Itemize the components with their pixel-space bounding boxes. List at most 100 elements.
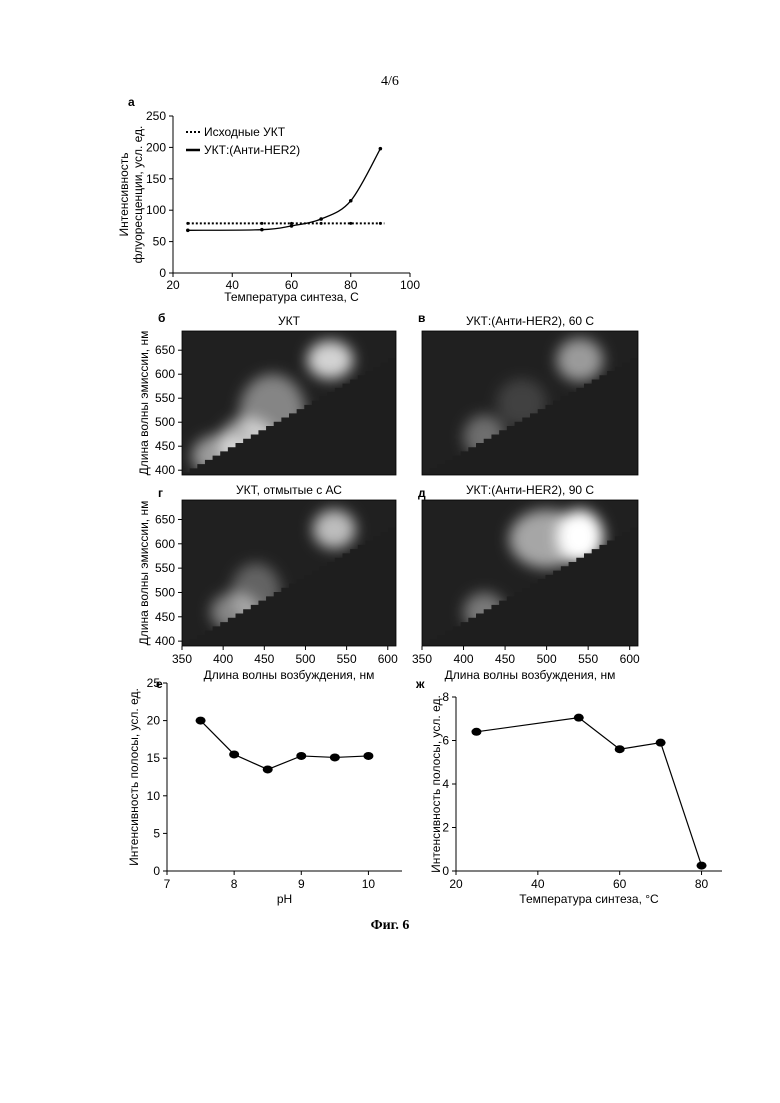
heatmap-peak: [557, 338, 604, 381]
y-axis-label: Длина волны эмиссии, нм: [137, 501, 151, 646]
x-tick-label: 350: [412, 652, 432, 666]
chart-panel-b: УКТ400450500550600650Длина волны эмиссии…: [137, 311, 396, 477]
x-tick-label: 9: [298, 877, 305, 891]
data-point: [319, 217, 323, 221]
heatmap-area: [422, 500, 638, 648]
data-point: [296, 752, 306, 760]
y-axis-label: Интенсивность полосы, усл. ед.: [127, 688, 141, 866]
x-tick-label: 40: [531, 877, 545, 891]
data-point: [471, 728, 481, 736]
y-axis-label: Длина волны эмиссии, нм: [137, 331, 151, 476]
x-tick-label: 350: [172, 652, 192, 666]
x-tick-label: 100: [400, 278, 420, 292]
chart-title: УКТ:(Анти-HER2), 90 С: [466, 483, 594, 497]
y-tick-label: 650: [155, 343, 175, 357]
y-axis-label: флуоресценции, усл. ед.: [131, 126, 145, 264]
y-tick-label: 500: [155, 585, 175, 599]
data-point: [697, 862, 707, 870]
x-tick-label: 400: [213, 652, 233, 666]
x-axis-label: Длина волны возбуждения, нм: [204, 668, 375, 682]
y-tick-label: 450: [155, 610, 175, 624]
data-point: [656, 739, 666, 747]
x-tick-label: 80: [695, 877, 709, 891]
y-tick-label: 100: [146, 203, 166, 217]
x-tick-label: 450: [254, 652, 274, 666]
chart-panel-e: 789100510152025еpHИнтенсивность полосы, …: [127, 676, 402, 906]
panel-label: б: [158, 311, 165, 325]
y-tick-label: 0: [153, 864, 160, 878]
y-tick-label: 15: [147, 751, 161, 765]
chart-panel-a: 20406080100050100150200250аТемпература с…: [117, 95, 420, 304]
data-point: [379, 222, 382, 225]
panel-label: д: [418, 486, 426, 500]
panel-label: г: [158, 486, 163, 500]
y-axis-label: Интенсивность: [117, 152, 131, 236]
heatmap-area: [422, 331, 638, 477]
heatmap-area: [182, 500, 396, 648]
panel-label: ж: [415, 677, 425, 691]
data-point: [229, 750, 239, 758]
y-tick-label: 400: [155, 463, 175, 477]
x-axis-label: Температура синтеза, С: [224, 290, 359, 304]
panel-label: в: [418, 311, 425, 325]
chart-title: УКТ: [278, 314, 301, 328]
x-tick-label: 600: [620, 652, 640, 666]
y-tick-label: 0: [159, 266, 166, 280]
chart-title: УКТ, отмытые с АС: [236, 483, 342, 497]
y-tick-label: 4: [442, 777, 449, 791]
data-point: [349, 222, 352, 225]
data-point: [615, 745, 625, 753]
y-tick-label: 6: [442, 734, 449, 748]
x-tick-label: 10: [362, 877, 376, 891]
y-tick-label: 2: [442, 821, 449, 835]
y-tick-label: 50: [153, 235, 167, 249]
data-point: [263, 765, 273, 773]
data-point: [363, 752, 373, 760]
x-tick-label: 8: [231, 877, 238, 891]
y-tick-label: 5: [153, 826, 160, 840]
x-tick-label: 500: [295, 652, 315, 666]
x-axis-label: Длина волны возбуждения, нм: [445, 668, 616, 682]
x-tick-label: 20: [166, 278, 180, 292]
series-line: [476, 718, 701, 866]
data-point: [196, 717, 206, 725]
y-tick-label: 150: [146, 172, 166, 186]
x-axis-label: Температура синтеза, °С: [519, 892, 659, 906]
x-tick-label: 7: [164, 877, 171, 891]
chart-panel-zh: 2040608002468жТемпература синтеза, °СИнт…: [415, 677, 722, 906]
y-axis-label: Интенсивность полосы, усл. ед.: [429, 695, 443, 873]
y-tick-label: 400: [155, 634, 175, 648]
data-point: [379, 147, 383, 151]
y-tick-label: 200: [146, 140, 166, 154]
data-point: [186, 222, 189, 225]
heatmap-peak: [313, 510, 356, 549]
series-line-conjugate: [188, 149, 381, 231]
y-tick-label: 450: [155, 439, 175, 453]
chart-panel-d: УКТ:(Анти-HER2), 90 С350400450500550600Д…: [412, 483, 640, 682]
y-tick-label: 600: [155, 537, 175, 551]
x-tick-label: 400: [454, 652, 474, 666]
x-tick-label: 600: [378, 652, 398, 666]
y-tick-label: 8: [442, 690, 449, 704]
y-tick-label: 10: [147, 789, 161, 803]
y-tick-label: 550: [155, 561, 175, 575]
data-point: [574, 714, 584, 722]
chart-panel-g: УКТ, отмытые с АС40045050055060065035040…: [137, 483, 398, 682]
panel-label: а: [128, 95, 135, 109]
x-tick-label: 20: [449, 877, 463, 891]
data-point: [349, 199, 353, 203]
data-point: [260, 228, 264, 232]
series-line: [201, 721, 369, 770]
x-axis-label: pH: [277, 892, 292, 906]
data-point: [260, 222, 263, 225]
panel-label: е: [156, 677, 163, 691]
y-tick-label: 0: [442, 864, 449, 878]
y-tick-label: 600: [155, 367, 175, 381]
x-tick-label: 450: [495, 652, 515, 666]
chart-title: УКТ:(Анти-HER2), 60 С: [466, 314, 594, 328]
legend-label-initial: Исходные УКТ: [204, 125, 286, 139]
legend-label-conjugate: УКТ:(Анти-HER2): [204, 143, 300, 157]
data-point: [186, 228, 190, 232]
x-tick-label: 550: [337, 652, 357, 666]
